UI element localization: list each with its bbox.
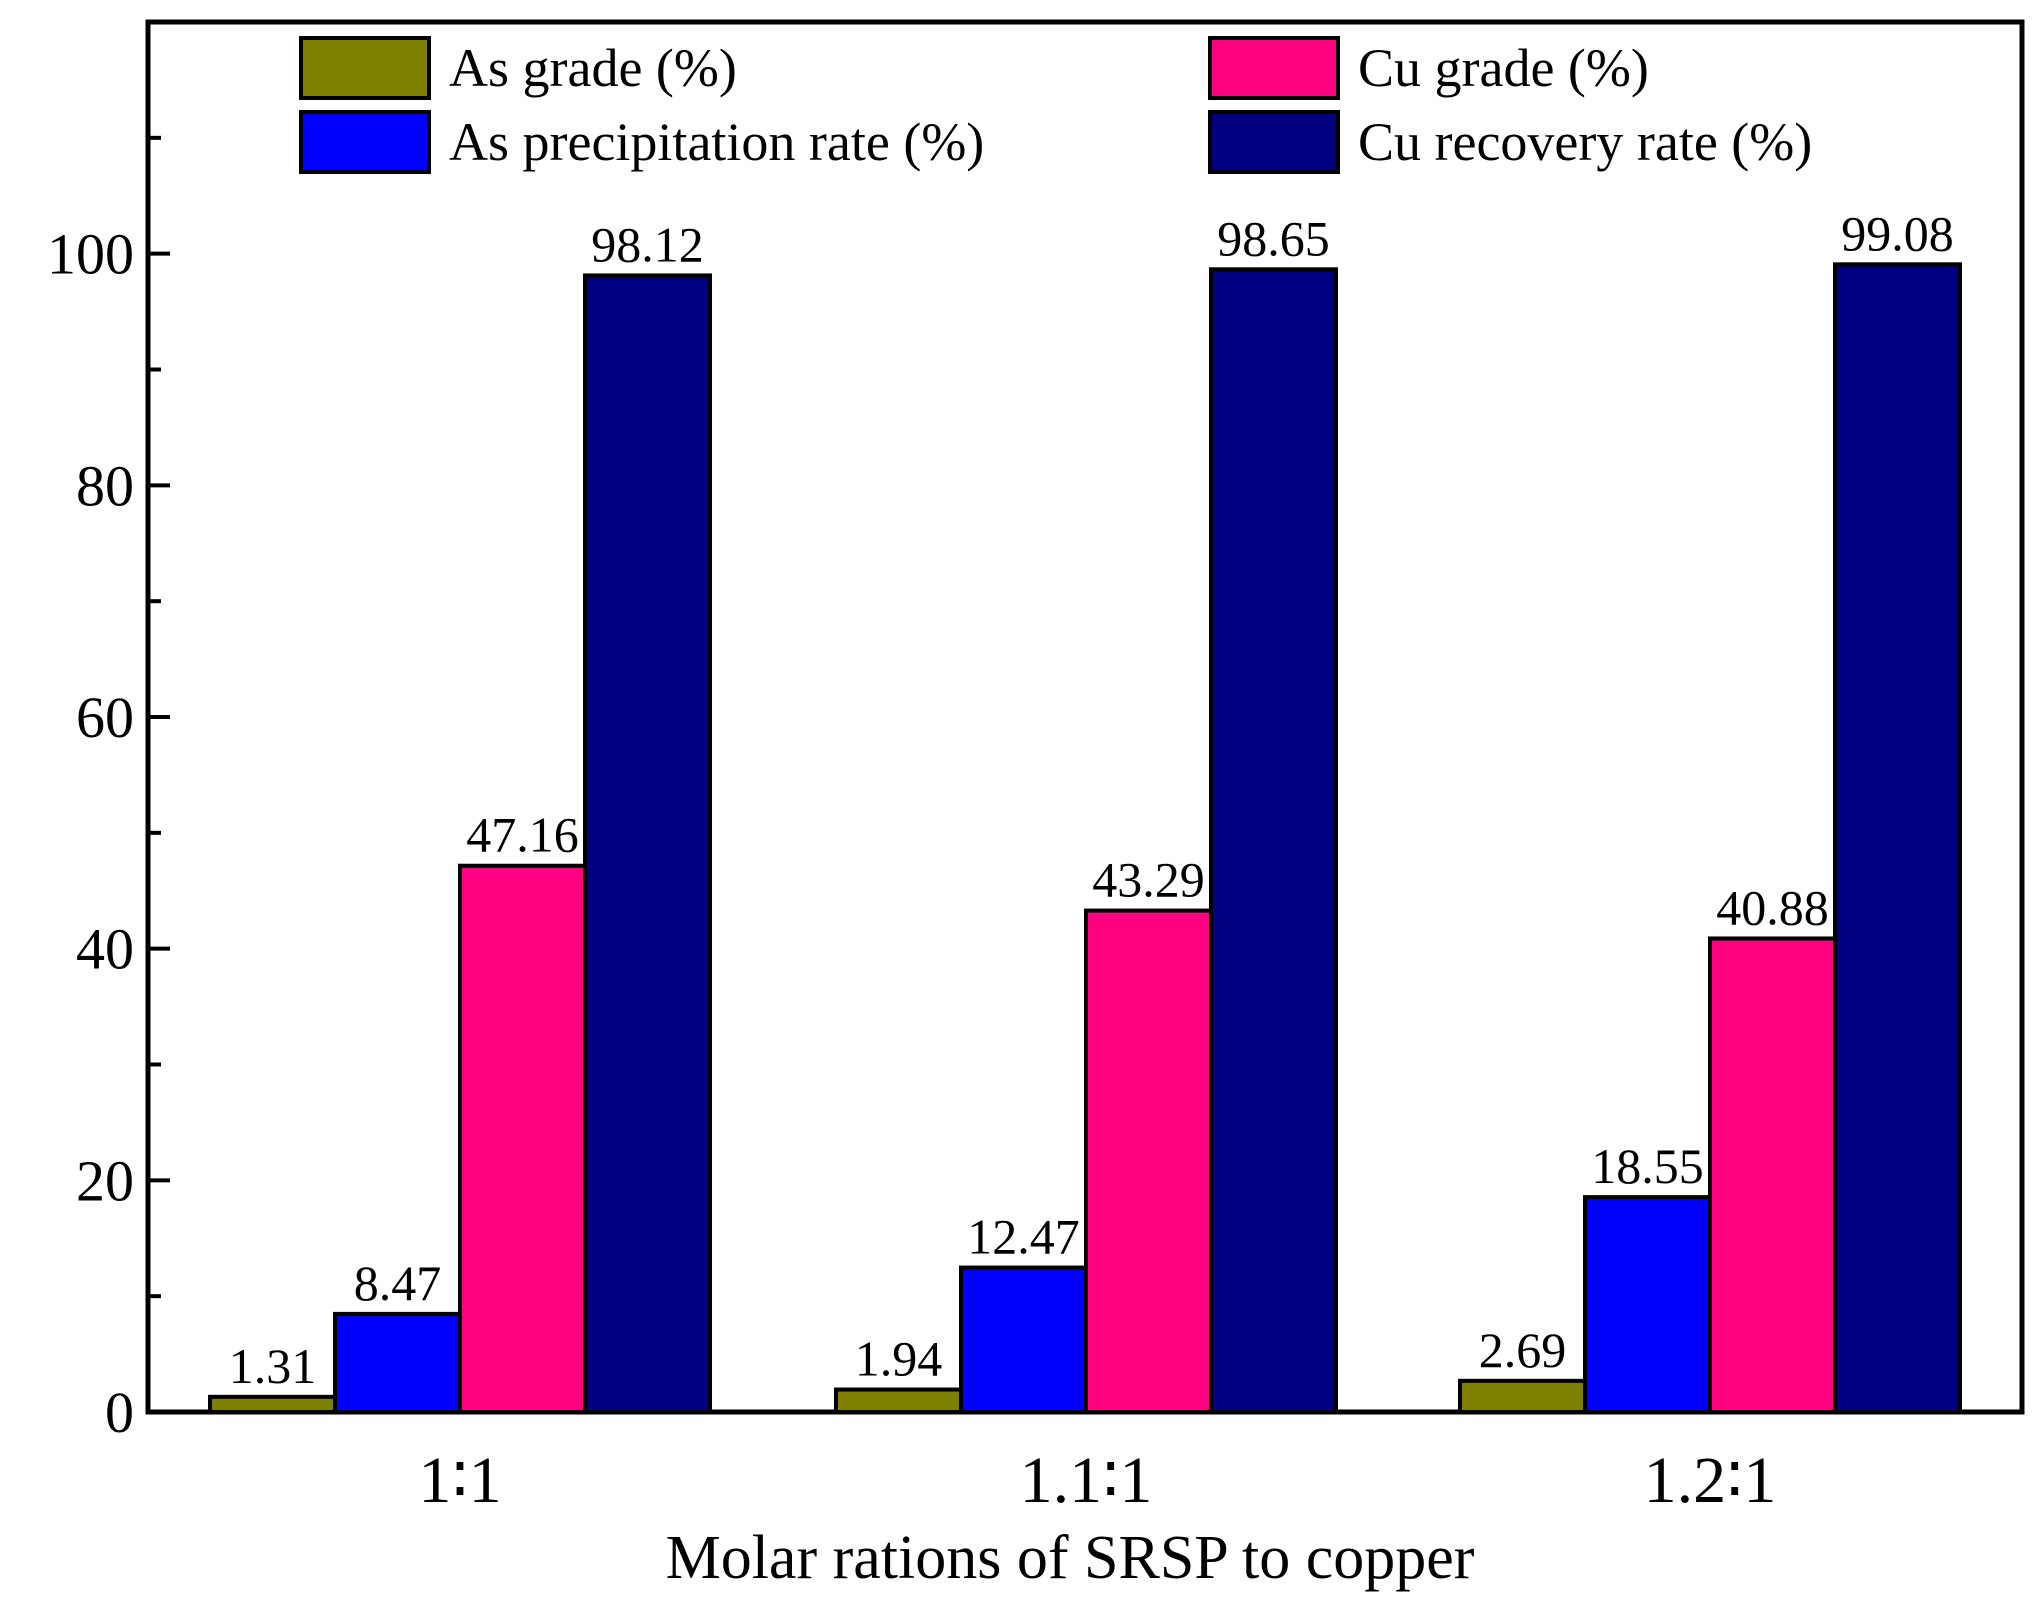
legend-label: Cu grade (%) xyxy=(1358,38,1649,98)
bar xyxy=(208,1394,337,1414)
legend-label: As grade (%) xyxy=(449,38,737,98)
legend-label: Cu recovery rate (%) xyxy=(1358,112,1812,172)
data-label: 40.88 xyxy=(1716,879,1829,935)
bar-series xyxy=(208,262,1962,1414)
y-tick-label: 20 xyxy=(76,1148,134,1213)
bar xyxy=(959,1265,1088,1414)
data-label: 98.65 xyxy=(1217,210,1330,266)
bar xyxy=(1708,936,1837,1414)
x-category-label: 1.1∶1 xyxy=(1020,1444,1153,1517)
data-label: 99.08 xyxy=(1841,205,1954,261)
legend-swatch xyxy=(299,36,431,100)
x-axis-categories: 1∶1 1.1∶1 1.2∶1 xyxy=(418,1444,1776,1517)
legend-swatch xyxy=(1208,110,1340,174)
legend-swatch xyxy=(299,110,431,174)
data-label: 47.16 xyxy=(466,807,579,863)
legend-swatch xyxy=(1208,36,1340,100)
bar xyxy=(1583,1195,1712,1414)
x-axis-title: Molar rations of SRSP to copper xyxy=(666,1524,1475,1592)
y-tick-label: 80 xyxy=(76,453,134,518)
data-label: 18.55 xyxy=(1591,1138,1704,1194)
legend: As grade (%) As precipitation rate (%) Cu … xyxy=(299,36,1812,174)
data-label: 98.12 xyxy=(591,216,704,272)
data-labels: 1.31 8.47 47.16 98.12 1.94 12.47 43.29 98.65 2.6… xyxy=(229,205,1954,1394)
data-label: 1.31 xyxy=(229,1338,317,1394)
bar xyxy=(1209,267,1338,1414)
legend-label: As precipitation rate (%) xyxy=(449,112,984,172)
bar xyxy=(458,863,587,1414)
bar xyxy=(333,1311,462,1414)
x-category-label: 1.2∶1 xyxy=(1644,1444,1777,1517)
data-label: 8.47 xyxy=(354,1255,442,1311)
bar xyxy=(1458,1378,1587,1414)
bar xyxy=(834,1387,963,1414)
data-label: 1.94 xyxy=(855,1331,943,1387)
y-tick-label: 60 xyxy=(76,685,134,750)
bar xyxy=(1084,908,1213,1414)
bar xyxy=(1833,262,1962,1414)
data-label: 12.47 xyxy=(967,1209,1080,1265)
x-category-label: 1∶1 xyxy=(418,1444,501,1517)
data-label: 43.29 xyxy=(1092,852,1205,908)
bar xyxy=(583,273,712,1414)
y-tick-label: 100 xyxy=(47,222,134,287)
data-label: 2.69 xyxy=(1479,1322,1567,1378)
y-axis: 0 20 40 60 80 100 xyxy=(47,135,170,1445)
y-tick-label: 0 xyxy=(105,1380,134,1445)
y-tick-label: 40 xyxy=(76,917,134,982)
